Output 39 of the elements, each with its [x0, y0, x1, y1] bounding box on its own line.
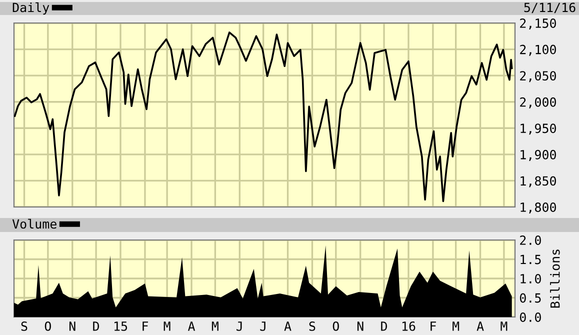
x-tick-label: D [381, 322, 388, 331]
x-tick-label: A [188, 322, 196, 331]
y-tick-label: 2,100 [520, 44, 556, 56]
x-tick-label: O [332, 321, 339, 331]
x-tick-label: 15 [114, 322, 128, 331]
x-tick-label: S [21, 321, 28, 331]
x-tick-label: D [93, 322, 100, 331]
y-tick-label: 1,900 [520, 150, 556, 161]
line-series [14, 32, 513, 202]
x-tick-label: N [357, 322, 364, 331]
x-tick-label: A [476, 322, 484, 331]
x-tick-label: J [260, 322, 266, 331]
x-tick-label: M [164, 322, 170, 331]
x-tick-label: M [452, 322, 460, 331]
y-tick-label: 1.0 [520, 274, 541, 284]
x-tick-label: N [69, 322, 76, 331]
y-tick-label: 1,800 [520, 202, 556, 214]
x-tick-label: F [430, 322, 436, 331]
x-tick-label: M [212, 322, 218, 331]
y-tick-label: 1,850 [520, 176, 556, 188]
x-tick-label: M [500, 322, 508, 331]
y-tick-label: 2,150 [520, 18, 556, 30]
y-tick-label: 2,000 [520, 97, 556, 108]
y-axis-title: Billions [550, 250, 560, 308]
y-tick-label: 1.5 [520, 254, 541, 264]
x-tick-label: 16 [402, 321, 416, 331]
legend-label: Daily [12, 2, 50, 15]
x-tick-label: J [236, 322, 242, 331]
y-tick-label: 0.5 [520, 293, 541, 303]
y-tick-label: 2.0 [520, 236, 541, 245]
x-tick-label: F [142, 322, 148, 331]
x-tick-label: O [44, 321, 51, 331]
x-tick-label: S [309, 321, 316, 331]
y-tick-label: 1,950 [520, 124, 556, 135]
legend-label: Volume [12, 218, 56, 229]
y-tick-label: 2,050 [520, 71, 556, 82]
x-tick-label: A [284, 322, 292, 331]
y-tick-label: 0.0 [520, 312, 541, 322]
text: 5/11/16 [524, 2, 576, 14]
